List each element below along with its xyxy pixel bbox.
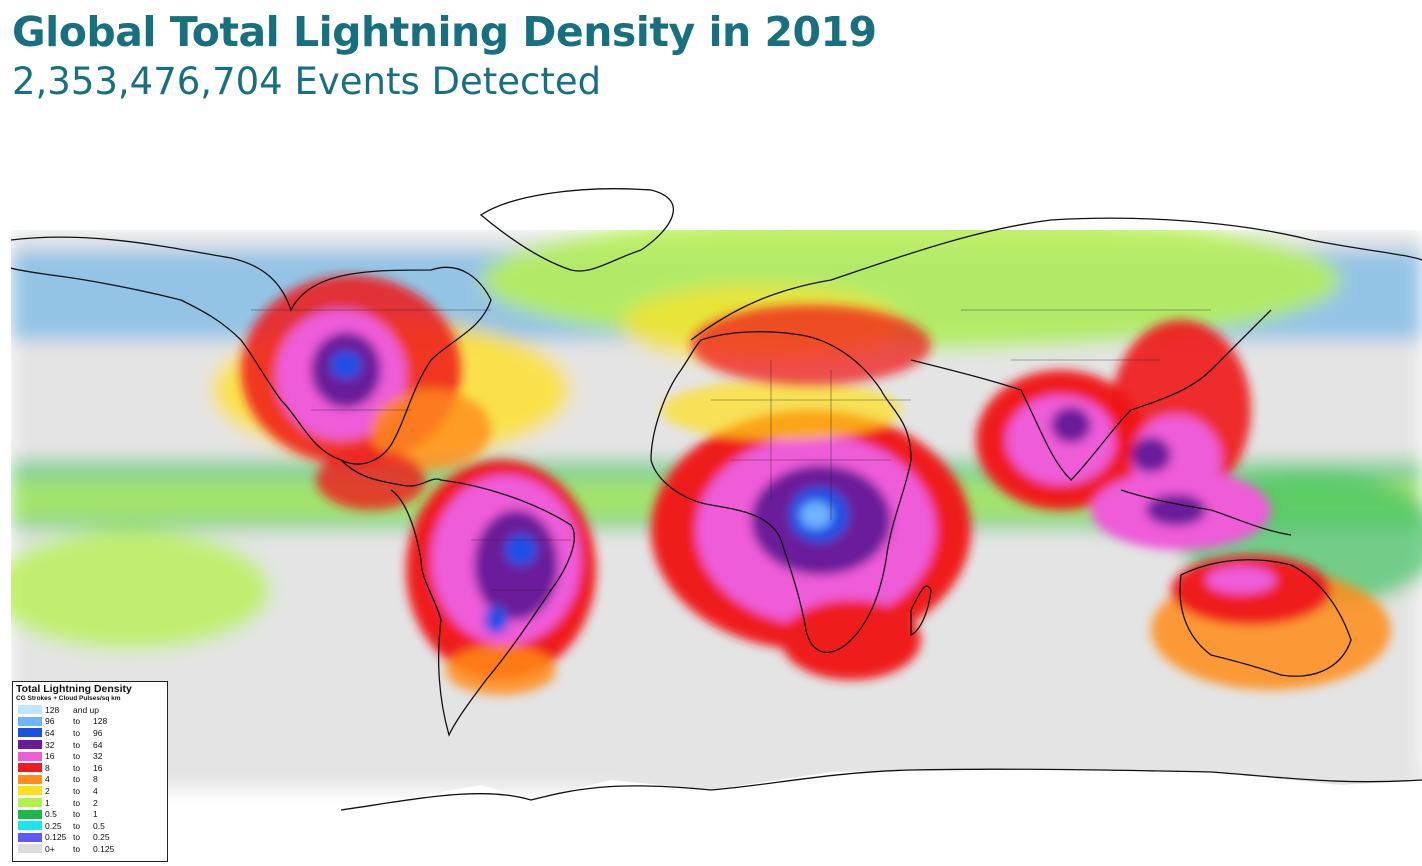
legend-to: to	[73, 843, 81, 854]
legend-high: 0.125	[93, 843, 115, 854]
legend-swatch	[18, 821, 42, 831]
legend-row: 2 to 4	[13, 785, 167, 797]
legend-to: to	[73, 809, 81, 820]
legend-low: 0.5	[45, 809, 57, 820]
legend-low: 0.25	[45, 820, 62, 831]
legend-to: to	[73, 820, 81, 831]
legend-to: to	[73, 785, 81, 796]
legend-high: 0.25	[93, 832, 110, 843]
legend-swatch	[18, 705, 42, 715]
legend-low: 32	[45, 739, 55, 750]
legend-swatch	[18, 798, 42, 808]
legend-swatch	[18, 763, 42, 773]
legend-high: 128	[93, 716, 108, 727]
legend-high: 32	[93, 751, 103, 762]
legend-swatch	[18, 832, 42, 842]
legend-low: 1	[45, 797, 50, 808]
density-legend: Total Lightning Density CG Strokes + Clo…	[12, 681, 168, 862]
legend-to: to	[73, 739, 81, 750]
legend-row: 1 to 2	[13, 797, 167, 809]
legend-to: to	[73, 774, 81, 785]
legend-low: 8	[45, 762, 50, 773]
legend-to: to	[73, 762, 81, 773]
legend-low: 2	[45, 785, 50, 796]
legend-subtitle: CG Strokes + Cloud Pulses/sq km	[16, 695, 121, 702]
lightning-density-map	[11, 160, 1422, 866]
legend-row: 4 to 8	[13, 774, 167, 786]
legend-rows: 128 and up 96 to 128 64 to 96 32 to 64 16 to 32 8 to 16 4…	[13, 704, 167, 855]
legend-high: 1	[93, 809, 98, 820]
polar-regions	[11, 160, 1422, 866]
legend-to: to	[73, 716, 81, 727]
events-detected-subtitle: 2,353,476,704 Events Detected	[12, 60, 602, 103]
world-map-graphic	[11, 160, 1422, 866]
legend-row: 128 and up	[13, 704, 167, 716]
legend-row: 8 to 16	[13, 762, 167, 774]
legend-low: 4	[45, 774, 50, 785]
legend-to: to	[73, 727, 81, 738]
legend-swatch	[18, 809, 42, 819]
legend-to: to	[73, 797, 81, 808]
legend-row: 0.125 to 0.25	[13, 832, 167, 844]
legend-swatch	[18, 716, 42, 726]
legend-title: Total Lightning Density	[16, 683, 132, 695]
map-title: Global Total Lightning Density in 2019	[12, 8, 877, 56]
legend-swatch	[18, 774, 42, 784]
legend-high: 2	[93, 797, 98, 808]
country-borders	[251, 309, 1211, 591]
legend-low: 0+	[45, 843, 55, 854]
legend-row: 0.5 to 1	[13, 808, 167, 820]
coastlines	[11, 188, 1422, 811]
legend-row: 96 to 128	[13, 716, 167, 728]
legend-swatch	[18, 740, 42, 750]
legend-low: 128	[45, 704, 60, 715]
legend-swatch	[18, 786, 42, 796]
legend-low: 96	[45, 716, 55, 727]
legend-to: to	[73, 751, 81, 762]
legend-low: 64	[45, 727, 55, 738]
legend-swatch	[18, 728, 42, 738]
legend-low: 16	[45, 751, 55, 762]
legend-row: 64 to 96	[13, 727, 167, 739]
legend-swatch	[18, 844, 42, 854]
legend-high: 64	[93, 739, 103, 750]
legend-low: 0.125	[45, 832, 67, 843]
legend-to: to	[73, 832, 81, 843]
legend-row: 16 to 32	[13, 750, 167, 762]
legend-high: 16	[93, 762, 103, 773]
legend-high: 4	[93, 785, 98, 796]
legend-high: 96	[93, 727, 103, 738]
legend-row: 0+ to 0.125	[13, 843, 167, 855]
legend-to: and up	[73, 704, 99, 715]
legend-row: 0.25 to 0.5	[13, 820, 167, 832]
legend-high: 0.5	[93, 820, 105, 831]
legend-high: 8	[93, 774, 98, 785]
legend-swatch	[18, 751, 42, 761]
legend-row: 32 to 64	[13, 739, 167, 751]
